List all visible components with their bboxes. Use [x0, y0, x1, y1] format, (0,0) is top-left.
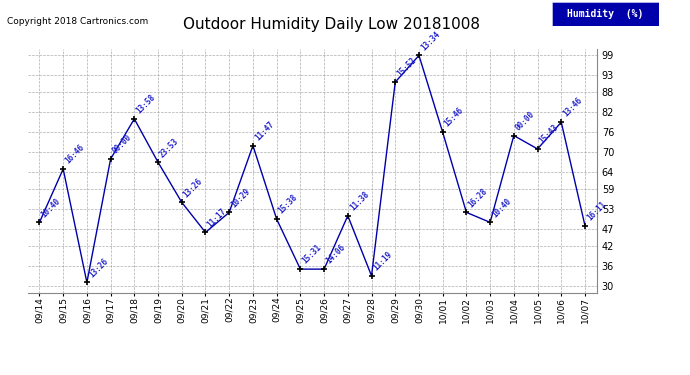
Text: 10:40: 10:40 — [39, 196, 62, 219]
Text: 15:43: 15:43 — [538, 123, 560, 146]
Text: 16:28: 16:28 — [466, 186, 489, 209]
Text: 10:40: 10:40 — [490, 196, 513, 219]
Text: 00:00: 00:00 — [110, 133, 133, 156]
Text: 11:19: 11:19 — [371, 250, 394, 273]
Text: 13:26: 13:26 — [87, 256, 110, 279]
Text: 16:46: 16:46 — [63, 143, 86, 166]
Text: 15:46: 15:46 — [443, 106, 465, 129]
Text: 23:53: 23:53 — [158, 136, 181, 159]
Text: 00:00: 00:00 — [514, 110, 537, 132]
Text: 15:31: 15:31 — [300, 243, 323, 266]
Text: 13:58: 13:58 — [135, 93, 157, 116]
Text: 10:29: 10:29 — [229, 186, 252, 209]
Text: Outdoor Humidity Daily Low 20181008: Outdoor Humidity Daily Low 20181008 — [183, 17, 480, 32]
Text: 11:47: 11:47 — [253, 120, 275, 142]
Text: 15:52: 15:52 — [395, 56, 418, 79]
Text: 13:46: 13:46 — [561, 96, 584, 119]
Text: 16:11: 16:11 — [585, 200, 608, 222]
Text: Copyright 2018 Cartronics.com: Copyright 2018 Cartronics.com — [7, 17, 148, 26]
Text: 11:38: 11:38 — [348, 190, 371, 212]
Text: Humidity  (%): Humidity (%) — [567, 9, 644, 19]
Text: 14:06: 14:06 — [324, 243, 347, 266]
Text: 15:38: 15:38 — [277, 193, 299, 216]
Text: 11:17: 11:17 — [206, 206, 228, 229]
Text: 13:34: 13:34 — [419, 29, 442, 52]
Text: 13:26: 13:26 — [181, 176, 204, 199]
